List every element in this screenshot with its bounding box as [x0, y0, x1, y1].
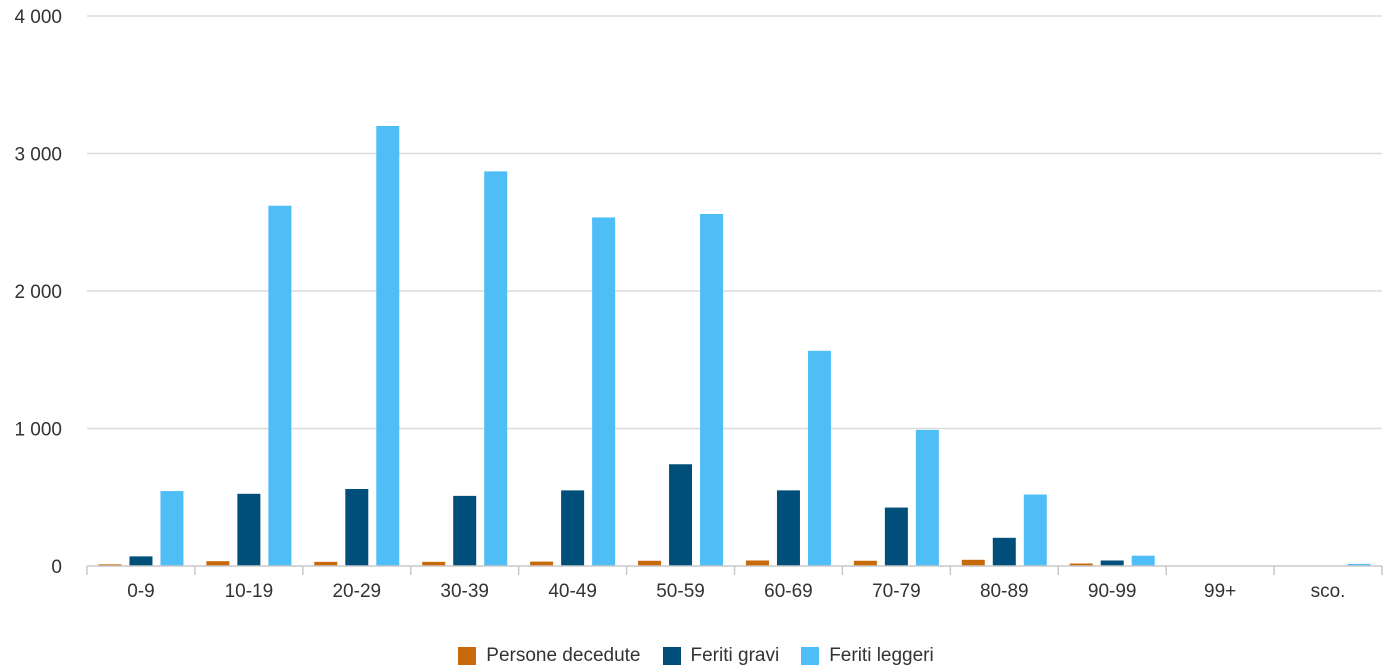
- x-tick-label: 10-19: [225, 581, 274, 602]
- x-tick-label: 70-79: [872, 581, 921, 602]
- legend-swatch: [458, 647, 477, 665]
- legend: Persone decedute Feriti gravi Feriti legge…: [0, 640, 1392, 672]
- legend-label: Persone decedute: [486, 645, 641, 666]
- bar-persone-decedute-50-59: [638, 560, 662, 566]
- bar-feriti-gravi-90-99: [1100, 560, 1124, 566]
- legend-label: Feriti gravi: [690, 645, 780, 666]
- x-tick-label: 60-69: [764, 581, 813, 602]
- bar-feriti-leggeri-90-99: [1131, 555, 1155, 566]
- x-tick-label: 99+: [1204, 581, 1236, 602]
- bar-feriti-leggeri-10-19: [268, 205, 292, 566]
- bars: [98, 126, 1371, 566]
- x-axis-tick-labels: 0-9 10-19 20-29 30-39 40-49 50-59 60-69 70-79 80…: [127, 581, 1345, 602]
- bar-persone-decedute-40-49: [530, 561, 554, 566]
- bar-persone-decedute-10-19: [206, 561, 230, 566]
- bar-feriti-leggeri-80-89: [1023, 494, 1047, 566]
- y-tick-label: 1 000: [14, 420, 62, 441]
- x-axis: [86, 565, 1383, 575]
- bar-feriti-gravi-0-9: [129, 556, 153, 566]
- legend-label: Feriti leggeri: [829, 645, 934, 666]
- bar-feriti-leggeri-30-39: [484, 171, 508, 566]
- bar-persone-decedute-20-29: [314, 561, 338, 566]
- x-tick-label: 30-39: [440, 581, 489, 602]
- x-tick-label: 0-9: [127, 581, 154, 602]
- bar-feriti-leggeri-50-59: [700, 214, 724, 566]
- y-axis-tick-labels: 0 1 000 2 000 3 000 4 000: [14, 7, 62, 578]
- x-tick-label: 40-49: [548, 581, 597, 602]
- bar-persone-decedute-60-69: [745, 560, 769, 566]
- legend-swatch: [662, 647, 681, 665]
- y-tick-label: 2 000: [14, 282, 62, 303]
- bar-persone-decedute-70-79: [853, 560, 877, 566]
- bar-persone-decedute-0-9: [98, 564, 122, 566]
- bar-feriti-leggeri-70-79: [915, 429, 939, 566]
- bar-feriti-leggeri-20-29: [376, 126, 400, 566]
- y-tick-label: 4 000: [14, 7, 62, 28]
- bar-feriti-gravi-20-29: [345, 489, 369, 566]
- legend-item[interactable]: Persone decedute: [458, 645, 641, 667]
- bar-feriti-gravi-40-49: [561, 490, 585, 566]
- y-tick-label: 0: [51, 557, 62, 578]
- y-tick-label: 3 000: [14, 145, 62, 166]
- bar-feriti-leggeri-40-49: [592, 217, 616, 566]
- bar-chart: 0 1 000 2 000 3 000 4 000 0-9 10-19 20-29 30-39…: [14, 7, 1383, 602]
- x-tick-label: 20-29: [332, 581, 381, 602]
- grid-lines: [87, 15, 1382, 430]
- bar-feriti-gravi-80-89: [992, 537, 1016, 566]
- legend-swatch: [801, 647, 820, 665]
- x-tick-label: 90-99: [1088, 581, 1137, 602]
- legend-item[interactable]: Feriti gravi: [662, 645, 780, 667]
- x-tick-label: sco.: [1311, 581, 1346, 602]
- bar-persone-decedute-80-89: [961, 559, 985, 566]
- x-tick-label: 80-89: [980, 581, 1029, 602]
- bar-feriti-leggeri-60-69: [807, 350, 831, 566]
- bar-feriti-gravi-70-79: [884, 507, 908, 566]
- bar-feriti-gravi-30-39: [453, 495, 477, 566]
- bar-feriti-gravi-60-69: [776, 490, 800, 566]
- bar-feriti-leggeri-0-9: [160, 491, 184, 566]
- bar-feriti-leggeri-sco.: [1347, 563, 1371, 566]
- bar-persone-decedute-90-99: [1069, 563, 1093, 566]
- bar-feriti-gravi-50-59: [669, 464, 693, 566]
- legend-item[interactable]: Feriti leggeri: [801, 645, 934, 667]
- bar-persone-decedute-30-39: [422, 561, 446, 566]
- x-tick-label: 50-59: [656, 581, 705, 602]
- bar-feriti-gravi-10-19: [237, 493, 261, 566]
